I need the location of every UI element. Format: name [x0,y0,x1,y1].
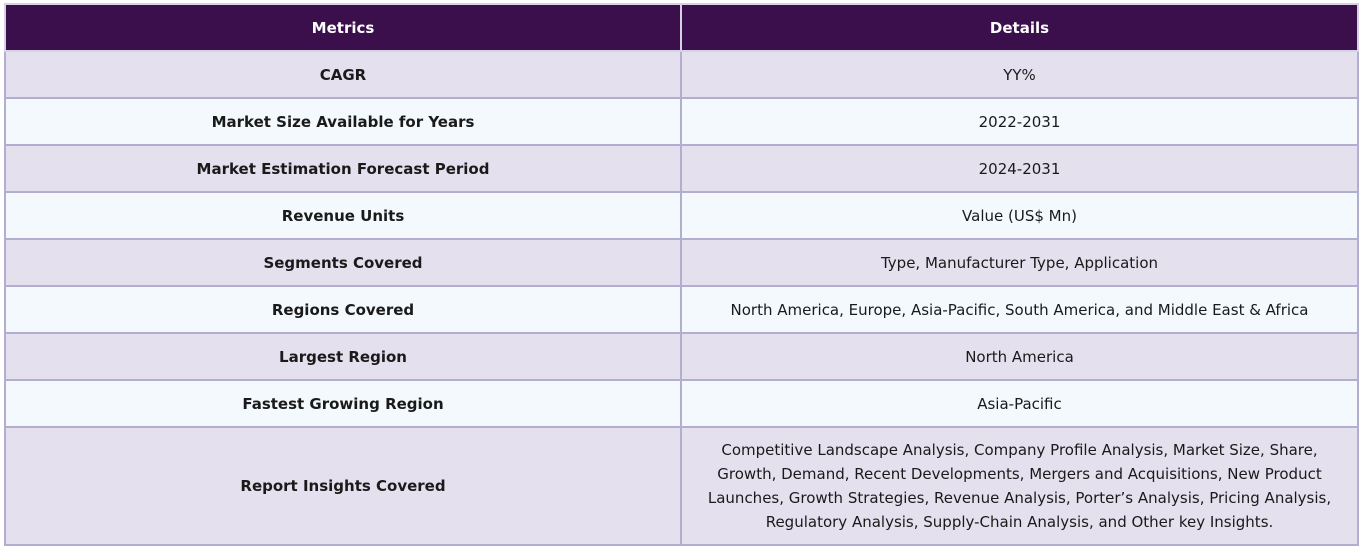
table-row: Report Insights Covered Competitive Land… [4,426,1359,546]
table-row: Revenue Units Value (US$ Mn) [4,191,1359,240]
detail-cell: Value (US$ Mn) [680,191,1359,240]
table-row: Fastest Growing Region Asia-Pacific [4,379,1359,428]
table-row: Segments Covered Type, Manufacturer Type… [4,238,1359,287]
detail-cell: Competitive Landscape Analysis, Company … [680,426,1359,546]
metric-cell: Largest Region [4,332,682,381]
metric-cell: Revenue Units [4,191,682,240]
table-row: Largest Region North America [4,332,1359,381]
header-metrics: Metrics [4,3,682,52]
detail-cell: 2022-2031 [680,97,1359,146]
report-metrics-table: Metrics Details CAGR YY% Market Size Ava… [4,3,1359,546]
metric-cell: Report Insights Covered [4,426,682,546]
metric-cell: Market Size Available for Years [4,97,682,146]
detail-cell: Type, Manufacturer Type, Application [680,238,1359,287]
detail-cell: YY% [680,50,1359,99]
metric-cell: Segments Covered [4,238,682,287]
detail-cell: Asia-Pacific [680,379,1359,428]
table-row: Market Estimation Forecast Period 2024-2… [4,144,1359,193]
metric-cell: Fastest Growing Region [4,379,682,428]
metric-cell: Regions Covered [4,285,682,334]
table-header-row: Metrics Details [4,3,1359,52]
header-details: Details [680,3,1359,52]
detail-cell: 2024-2031 [680,144,1359,193]
detail-cell: North America, Europe, Asia-Pacific, Sou… [680,285,1359,334]
table-row: Regions Covered North America, Europe, A… [4,285,1359,334]
metric-cell: CAGR [4,50,682,99]
table-row: Market Size Available for Years 2022-203… [4,97,1359,146]
table-row: CAGR YY% [4,50,1359,99]
report-table-container: Metrics Details CAGR YY% Market Size Ava… [4,3,1359,546]
metric-cell: Market Estimation Forecast Period [4,144,682,193]
detail-cell: North America [680,332,1359,381]
